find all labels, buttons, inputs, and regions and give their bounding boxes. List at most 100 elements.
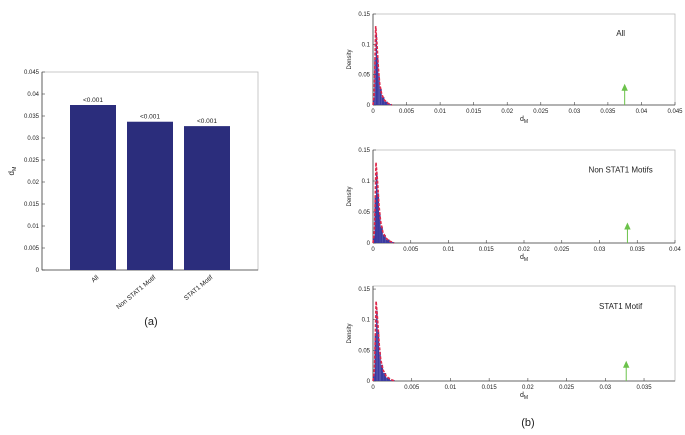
- x-tick-label: 0.025: [554, 247, 570, 253]
- y-tick-label: 0.15: [358, 148, 370, 154]
- x-tick-label: 0.01: [445, 385, 457, 391]
- x-tick-label: 0.015: [482, 385, 498, 391]
- density-curve: [372, 301, 395, 382]
- x-tick-label: 0.005: [404, 385, 420, 391]
- panel-label-a: (a): [144, 316, 157, 328]
- x-tick-label: 0.01: [434, 109, 446, 115]
- y-tick-label: 0.015: [24, 202, 40, 208]
- y-tick-label: 0: [367, 103, 371, 109]
- x-tick-label: 0.03: [599, 385, 611, 391]
- y-tick-label: 0: [36, 268, 40, 274]
- histogram-bar: [380, 226, 383, 243]
- y-tick-label: 0.05: [358, 210, 370, 216]
- histogram-panel-b: (b) 0 0.05 0.1 0.15 0 0.005 0.01 0.015 0.02 0.025…: [347, 12, 683, 429]
- histogram-bar: [379, 213, 381, 243]
- y-tick-label: 0.01: [27, 224, 39, 230]
- x-tick-label: 0.02: [518, 247, 530, 253]
- y-tick-label: 0.025: [24, 158, 40, 164]
- histogram-bar: [382, 234, 386, 243]
- x-tick-label: 0: [371, 109, 375, 115]
- subplot-annotation: Non STAT1 Motifs: [589, 165, 653, 174]
- x-tick-label: 0.005: [399, 109, 415, 115]
- y-tick-label: 0.15: [358, 287, 370, 293]
- x-tick-label: Non STAT1 Motif: [115, 274, 157, 311]
- histogram-bar: [379, 351, 381, 381]
- density-curve: [372, 26, 393, 106]
- y-tick-label: 0.1: [362, 179, 371, 185]
- y-tick-label: 0.05: [358, 348, 370, 354]
- bar-2: [127, 121, 173, 270]
- histogram-subplot-3: 0 0.05 0.1 0.15 0 0.005 0.01 0.015 0.02 0.025 0.03…: [347, 285, 676, 401]
- histogram-bar: [383, 373, 387, 381]
- y-tick-label: 0.03: [27, 136, 39, 142]
- histogram-bar: [377, 56, 379, 105]
- x-tick-label: 0.005: [403, 247, 419, 253]
- histogram-bar: [380, 364, 384, 381]
- histogram-bar: [385, 239, 390, 243]
- subplot-annotation: STAT1 Motif: [599, 302, 643, 311]
- y-tick-label: 0: [367, 379, 371, 385]
- y-axis-label: Density: [347, 49, 353, 69]
- y-tick-label: 0.1: [362, 42, 371, 48]
- bar-chart-panel-a: dM (a) 0 0.005 0.01 0.015 0.02 0.025 0.03 0.035…: [7, 70, 259, 328]
- x-axis-label: dM: [520, 254, 528, 263]
- histogram-bar: [377, 331, 380, 381]
- y-tick-label: 0.02: [27, 180, 39, 186]
- histogram-bar: [378, 76, 380, 105]
- histogram-bar: [384, 101, 388, 105]
- y-tick-label: 0.005: [24, 246, 40, 252]
- y-tick-label: 0.05: [358, 73, 370, 79]
- y-tick-label: 0.1: [362, 318, 371, 324]
- x-tick-label: 0.01: [443, 247, 455, 253]
- histogram-bar: [373, 236, 375, 243]
- bar-data-label: <0.001: [83, 97, 103, 104]
- x-axis-label: dM: [520, 116, 528, 125]
- histogram-bar: [376, 171, 378, 243]
- bar-3: [184, 126, 230, 271]
- observed-arrow-head: [624, 222, 631, 230]
- x-tick-label: All: [90, 274, 100, 284]
- histogram-bar: [373, 374, 375, 381]
- x-tick-label: 0: [371, 385, 375, 391]
- panel-label-b: (b): [521, 417, 534, 429]
- histogram-bar: [377, 193, 380, 243]
- plot-frame: [372, 13, 676, 106]
- x-tick-label: 0.04: [636, 109, 648, 115]
- x-tick-label: 0.02: [501, 109, 513, 115]
- histogram-bar: [381, 97, 385, 105]
- histogram-bar: [379, 88, 382, 105]
- observed-arrow-head: [623, 360, 630, 368]
- y-axis-label: Density: [347, 186, 353, 206]
- x-tick-label: 0.035: [630, 247, 646, 253]
- x-tick-label: 0.035: [637, 385, 653, 391]
- bar-1: [70, 105, 116, 270]
- x-tick-label: 0.045: [667, 109, 683, 115]
- plot-frame: [372, 285, 676, 382]
- histogram-bar: [386, 377, 391, 381]
- x-tick-label: 0.025: [559, 385, 575, 391]
- x-tick-label: 0.015: [466, 109, 482, 115]
- y-tick-label: 0: [367, 241, 371, 247]
- x-tick-label: 0.04: [669, 247, 681, 253]
- x-tick-label: 0.035: [600, 109, 616, 115]
- x-tick-label: 0.025: [533, 109, 549, 115]
- subplot-annotation: All: [616, 29, 625, 38]
- x-tick-label: 0.03: [568, 109, 580, 115]
- y-axis-label: Density: [347, 323, 353, 343]
- y-tick-label: 0.04: [27, 92, 39, 98]
- y-tick-label: 0.15: [358, 12, 370, 18]
- y-axis-label: dM: [7, 166, 18, 175]
- histogram-bar: [373, 98, 375, 105]
- histogram-bar: [375, 35, 378, 105]
- density-curve: [372, 162, 395, 244]
- histogram-subplot-2: 0 0.05 0.1 0.15 0 0.005 0.01 0.015 0.02 0.025 0.03…: [347, 148, 681, 263]
- x-tick-label: 0: [371, 247, 375, 253]
- observed-arrow-head: [621, 83, 628, 91]
- x-tick-label: STAT1 Motif: [183, 274, 215, 302]
- y-tick-label: 0.035: [24, 114, 40, 120]
- histogram-bar: [387, 104, 392, 105]
- y-tick-label: 0.045: [24, 70, 40, 76]
- bar-data-label: <0.001: [140, 114, 160, 121]
- histogram-bar: [376, 310, 378, 381]
